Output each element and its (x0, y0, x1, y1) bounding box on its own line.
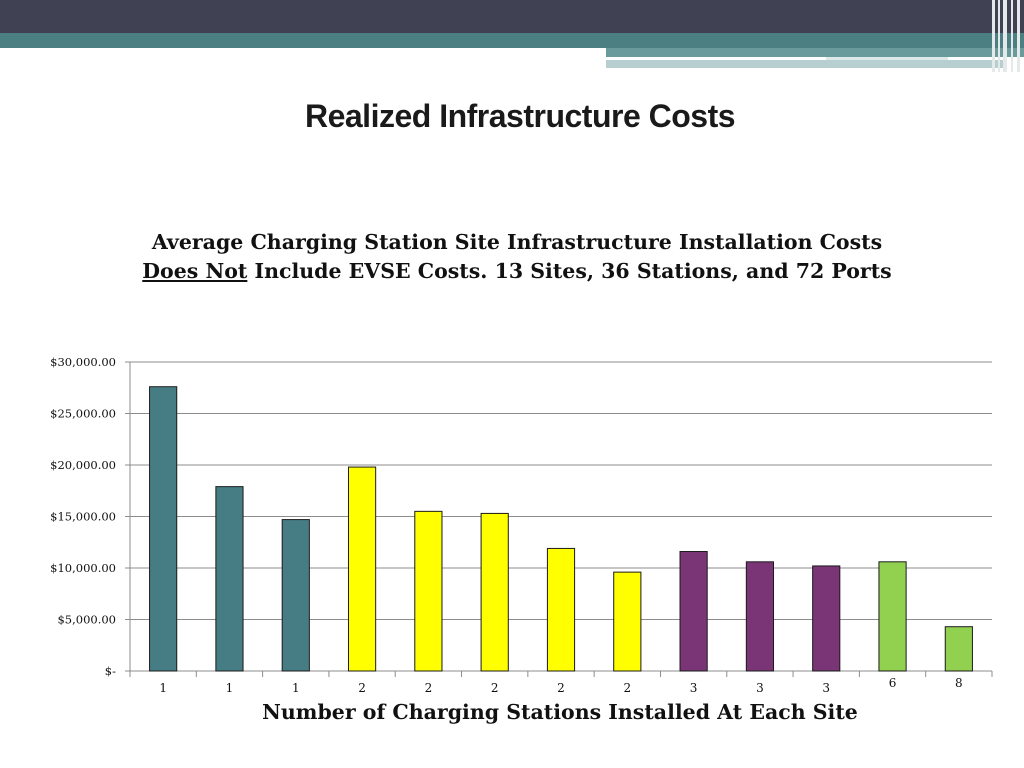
bar (812, 565, 841, 672)
bar (944, 626, 973, 672)
y-tick-label: $10,000.00 (50, 561, 116, 575)
x-axis-label: Number of Charging Stations Installed At… (262, 700, 858, 724)
x-tick-label: 8 (955, 676, 963, 690)
header-bar (0, 0, 1024, 33)
x-tick-label: 1 (226, 681, 234, 695)
bar (414, 510, 443, 672)
y-tick-label: $15,000.00 (50, 510, 116, 524)
decorative-stripes (990, 0, 1024, 72)
bar (878, 561, 907, 672)
bar (149, 386, 178, 672)
x-tick-label: 1 (292, 681, 300, 695)
y-tick-label: $30,000.00 (50, 355, 116, 369)
x-tick-label: 3 (822, 681, 830, 695)
bar (745, 561, 775, 672)
bar (215, 486, 244, 672)
chart-title-line2: Include EVSE Costs. 13 Sites, 36 Station… (247, 259, 892, 283)
x-tick-label: 3 (690, 681, 698, 695)
slide-title: Realized Infrastructure Costs (304, 98, 736, 134)
bar (613, 571, 642, 672)
x-tick-label: 2 (358, 681, 366, 695)
y-tick-label: $5,000.00 (57, 613, 116, 627)
bar (679, 551, 708, 672)
teal-band-accent (606, 48, 1024, 57)
bar (281, 519, 310, 672)
y-tick-label: $- (105, 664, 116, 678)
bar (347, 466, 377, 672)
y-tick-label: $25,000.00 (50, 407, 116, 421)
x-tick-label: 3 (756, 681, 764, 695)
x-tick-label: 6 (889, 676, 897, 690)
chart-title: Average Charging Station Site Infrastruc… (120, 228, 914, 286)
bar (546, 547, 576, 672)
bar (480, 512, 509, 672)
x-tick-label: 2 (425, 681, 433, 695)
pale-band (606, 60, 1006, 68)
x-tick-label: 1 (159, 681, 167, 695)
chart-title-line1: Average Charging Station Site Infrastruc… (151, 230, 883, 254)
x-tick-label: 2 (623, 681, 631, 695)
x-tick-label: 2 (491, 681, 499, 695)
accent-line (826, 57, 948, 60)
x-tick-label: 2 (557, 681, 565, 695)
teal-band (0, 33, 1024, 48)
y-tick-label: $20,000.00 (50, 458, 116, 472)
chart-title-emphasis: Does Not (142, 259, 248, 283)
